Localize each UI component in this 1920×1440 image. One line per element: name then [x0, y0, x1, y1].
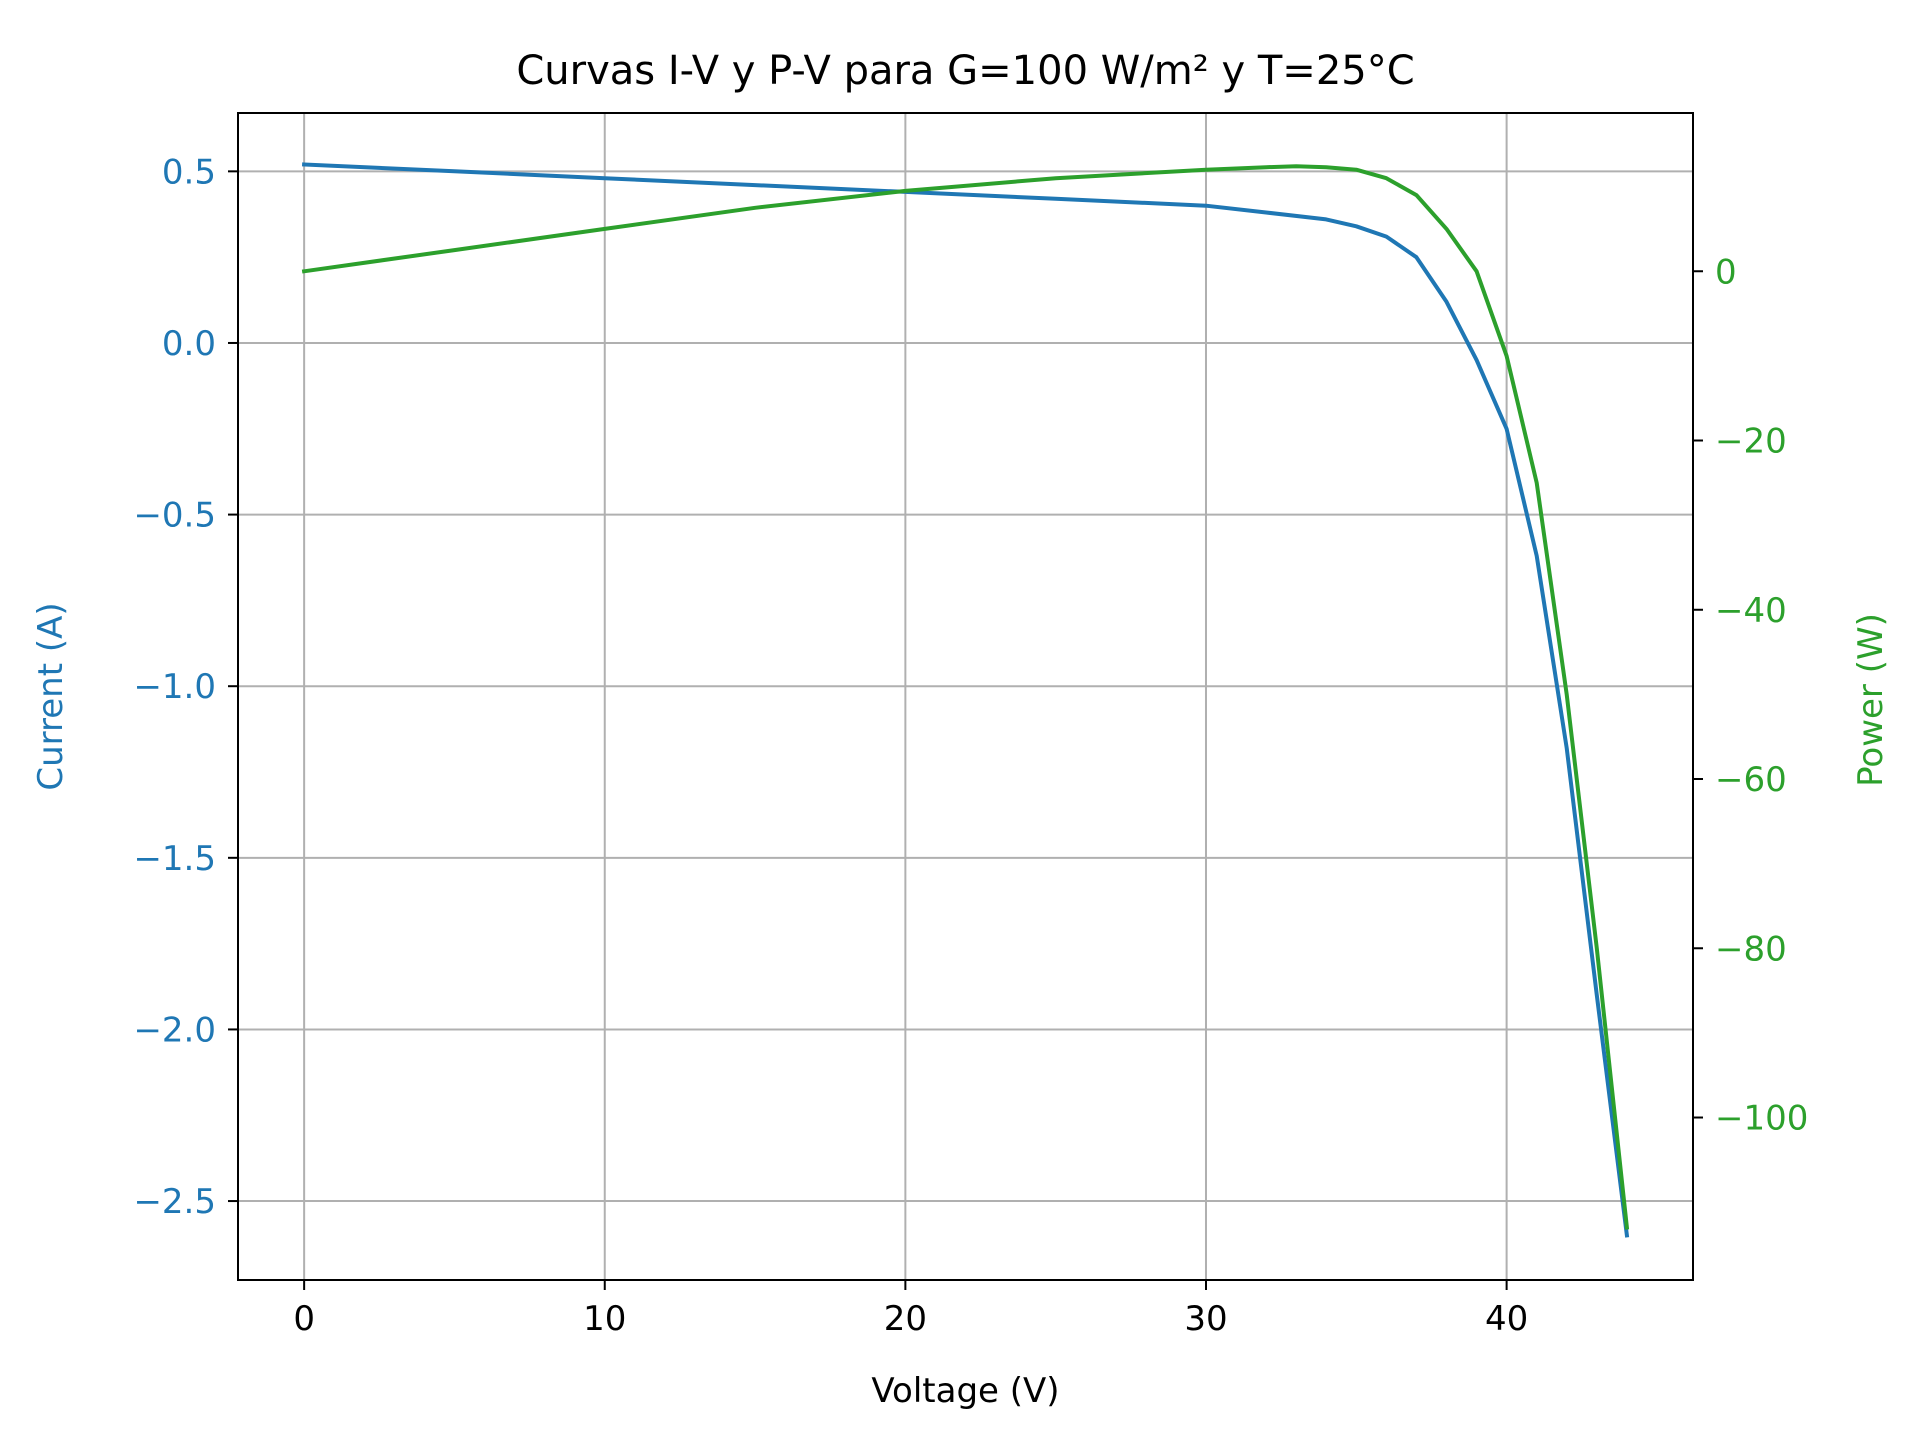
x-axis-title: Voltage (V) — [871, 1371, 1059, 1411]
axis-ticks: 0 10 20 30 40 0.5 0.0 −0.5 −1.0 −1.5 −2.0 −2.5 0 −20 −… — [133, 152, 1808, 1339]
y-left-tick-label: −1.5 — [133, 839, 216, 879]
plot-frame — [237, 112, 1694, 1281]
y-left-tick-label: 0.0 — [162, 324, 216, 364]
x-tick-label: 30 — [1184, 1299, 1227, 1339]
current-series-line — [302, 162, 1630, 1238]
x-tick-label: 10 — [583, 1299, 626, 1339]
chart-title: Curvas I-V y P-V para G=100 W/m² y T=25°… — [516, 48, 1414, 94]
x-tick-label: 0 — [293, 1299, 315, 1339]
y-right-tick-label: 0 — [1715, 252, 1737, 292]
y-left-tick-label: −2.5 — [133, 1182, 216, 1222]
series-lines — [301, 162, 1630, 1238]
y-right-tick-label: −80 — [1715, 929, 1787, 969]
power-series-line — [301, 164, 1630, 1230]
y-left-tick-label: −1.0 — [133, 667, 216, 707]
y-left-tick-label: −0.5 — [133, 496, 216, 536]
x-tick-label: 40 — [1485, 1299, 1528, 1339]
y-right-tick-label: −60 — [1715, 760, 1787, 800]
y-left-axis-title: Current (A) — [31, 602, 71, 790]
y-right-axis-title: Power (W) — [1851, 613, 1891, 787]
y-right-tick-label: −20 — [1715, 422, 1787, 462]
x-tick-label: 20 — [884, 1299, 927, 1339]
y-right-tick-label: −100 — [1715, 1099, 1808, 1139]
y-right-tick-label: −40 — [1715, 591, 1787, 631]
y-left-tick-label: −2.0 — [133, 1010, 216, 1050]
y-left-tick-label: 0.5 — [162, 152, 216, 192]
